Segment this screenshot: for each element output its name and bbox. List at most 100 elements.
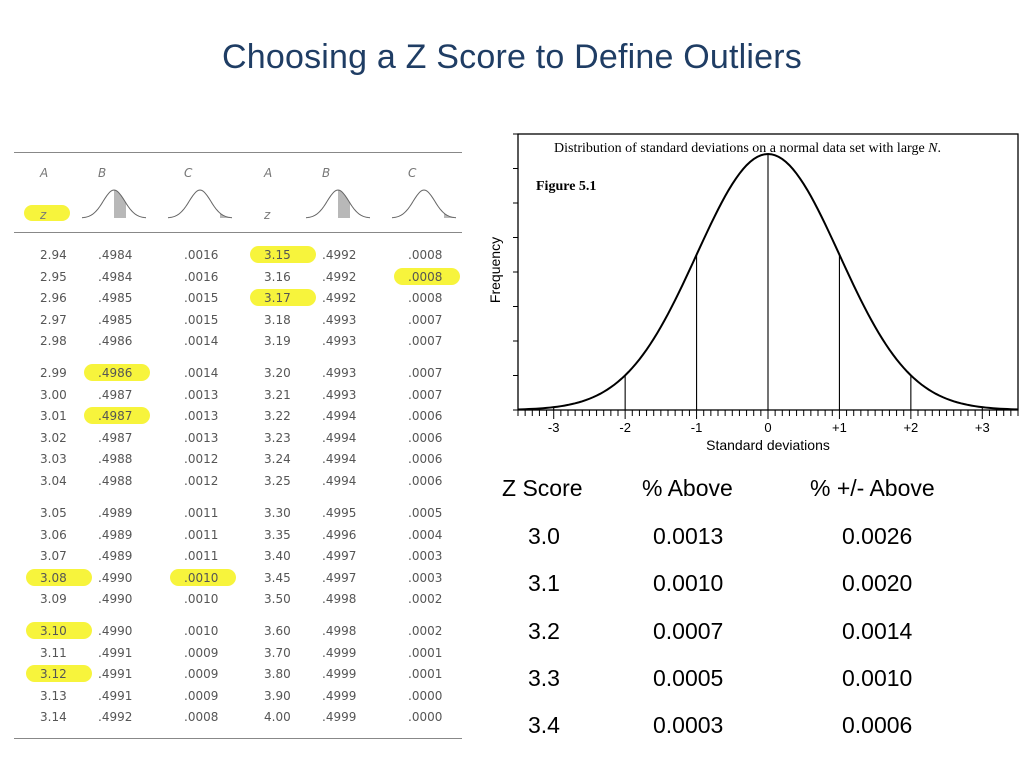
caption-text: Distribution of standard deviations on a… xyxy=(554,141,928,156)
table-cell: 2.99 xyxy=(40,366,67,380)
table-cell: .4991 xyxy=(98,667,133,681)
table-cell: 2.98 xyxy=(40,334,67,348)
table-cell: .0010 xyxy=(184,570,219,585)
slide-title: Choosing a Z Score to Define Outliers xyxy=(221,38,802,76)
table-cell: 3.23 xyxy=(264,430,291,445)
summary-cell: 3.2 xyxy=(528,617,560,644)
table-cell: 3.03 xyxy=(40,452,67,466)
table-cell: .4987 xyxy=(98,430,133,445)
bell-curve-outline xyxy=(81,189,147,219)
table-cell: 3.12 xyxy=(40,667,67,681)
table-cell: 3.09 xyxy=(40,592,67,606)
table-cell: 3.13 xyxy=(40,688,67,703)
table-cell: 3.14 xyxy=(40,710,67,724)
table-cell: 3.18 xyxy=(264,312,291,327)
column-letter-header: B xyxy=(322,166,331,180)
shaded-area xyxy=(114,190,126,218)
table-cell: .4990 xyxy=(98,624,133,638)
table-cell: 2.95 xyxy=(40,269,67,284)
z-label-highlight xyxy=(24,205,70,221)
table-header-rule xyxy=(14,232,462,233)
summary-header: Z Score xyxy=(502,475,583,501)
summary-cell: 0.0006 xyxy=(842,712,913,739)
summary-cell: 0.0010 xyxy=(842,664,913,691)
cell-highlight xyxy=(26,622,92,639)
table-cell: 3.15 xyxy=(264,248,291,262)
table-cell: 3.16 xyxy=(264,269,291,284)
bell-curve-outline xyxy=(305,189,371,219)
table-cell: .0014 xyxy=(184,334,219,348)
table-cell: .4998 xyxy=(322,624,357,638)
cell-highlight xyxy=(394,267,460,285)
table-cell: 3.45 xyxy=(264,570,291,585)
table-cell: .4994 xyxy=(322,430,357,445)
table-cell: .4987 xyxy=(98,409,133,423)
column-letter-header: A xyxy=(264,166,273,180)
table-cell: .4992 xyxy=(322,248,357,262)
summary-cell: 0.0020 xyxy=(842,570,913,597)
table-cell: .4994 xyxy=(322,452,357,466)
table-cell: 3.21 xyxy=(264,387,291,402)
table-cell: .0016 xyxy=(184,248,219,262)
table-cell: 3.50 xyxy=(264,592,291,606)
summary-cell: 0.0026 xyxy=(842,523,913,549)
x-tick-label: +2 xyxy=(903,420,918,435)
figure-caption: Distribution of standard deviations on a… xyxy=(554,141,941,156)
caption-end: . xyxy=(938,141,942,156)
cell-highlight xyxy=(84,364,150,381)
table-cell: .4999 xyxy=(322,645,357,660)
summary-cell: 0.0013 xyxy=(653,523,724,549)
table-cell: .0015 xyxy=(184,312,219,327)
summary-cell: 0.0007 xyxy=(653,617,724,644)
table-cell: 3.02 xyxy=(40,430,67,445)
table-cell: .4992 xyxy=(322,291,357,305)
cell-highlight xyxy=(84,407,150,424)
table-cell: .0002 xyxy=(408,624,443,638)
table-cell: 3.19 xyxy=(264,334,291,348)
table-cell: 3.10 xyxy=(40,624,67,638)
cell-highlight xyxy=(250,246,316,263)
table-cell: 3.90 xyxy=(264,688,291,703)
shaded-area xyxy=(220,213,232,218)
table-cell: .4984 xyxy=(98,269,133,284)
table-cell: 3.30 xyxy=(264,506,291,520)
column-letter-header: B xyxy=(98,166,107,180)
summary-cell: 3.1 xyxy=(528,570,560,597)
table-cell: .4998 xyxy=(322,592,357,606)
table-cell: .4997 xyxy=(322,549,357,563)
column-letter-header: A xyxy=(40,166,49,180)
table-cell: .0013 xyxy=(184,430,219,445)
table-cell: .4993 xyxy=(322,312,357,327)
table-cell: 3.04 xyxy=(40,473,67,488)
table-cell: 2.97 xyxy=(40,312,67,327)
table-cell: .0012 xyxy=(184,452,219,466)
table-cell: .4985 xyxy=(98,312,133,327)
table-cell: .4990 xyxy=(98,570,133,585)
table-cell: .0006 xyxy=(408,430,443,445)
table-cell: .0010 xyxy=(184,592,219,606)
column-letter-header: C xyxy=(408,166,417,180)
table-cell: .0008 xyxy=(408,291,443,305)
table-cell: 3.17 xyxy=(264,291,291,305)
normal-distribution-chart: -3 -2 -1 0 +1 +2 +3 Standard deviations Frequenc… xyxy=(487,133,1019,453)
table-cell: .0008 xyxy=(184,710,219,724)
table-cell: .4995 xyxy=(322,506,357,520)
area-c-curve-icon xyxy=(391,189,457,219)
table-cell: .0004 xyxy=(408,527,443,542)
shaded-area xyxy=(338,190,350,218)
table-cell: .4991 xyxy=(98,688,133,703)
table-cell: .0011 xyxy=(184,549,219,563)
y-axis-label: Frequency xyxy=(487,237,503,303)
x-tick-label: +3 xyxy=(975,420,990,435)
x-tick-label: 0 xyxy=(764,420,771,435)
table-cell: 2.96 xyxy=(40,291,67,305)
cell-highlight xyxy=(26,665,92,682)
figure-label: Figure 5.1 xyxy=(536,179,596,194)
table-cell: .4997 xyxy=(322,570,357,585)
table-cell: .4993 xyxy=(322,387,357,402)
table-cell: 3.07 xyxy=(40,549,67,563)
table-cell: 3.22 xyxy=(264,409,291,423)
table-cell: .0008 xyxy=(408,269,443,284)
table-cell: .0010 xyxy=(184,624,219,638)
